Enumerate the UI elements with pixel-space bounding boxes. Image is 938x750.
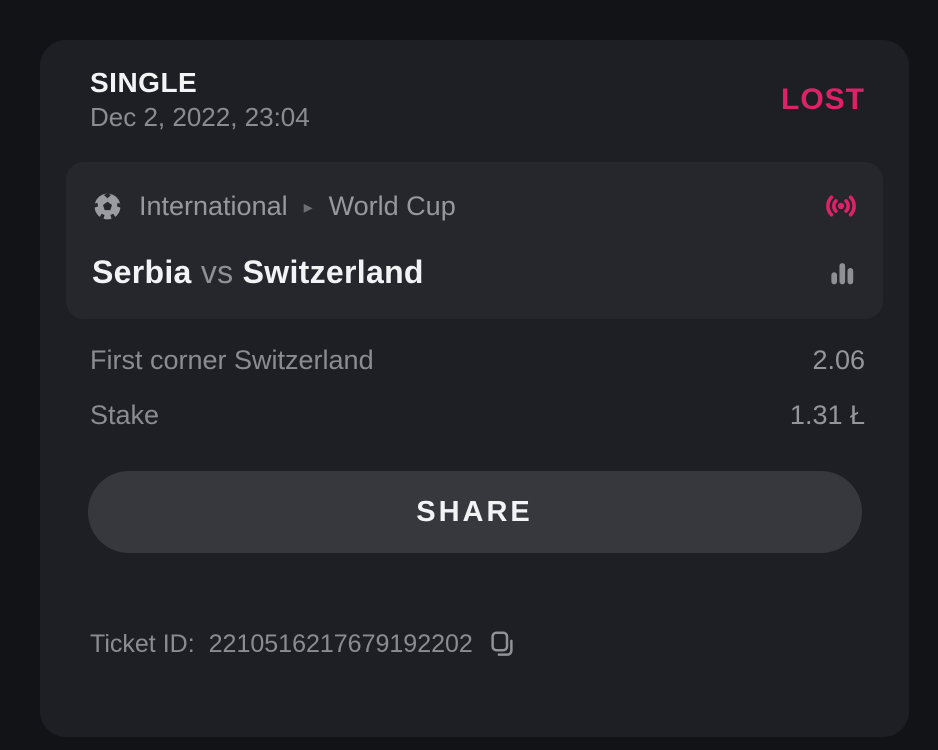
copy-icon[interactable]: [487, 629, 517, 659]
soccer-ball-icon: [92, 191, 123, 222]
match-name[interactable]: Serbia vs Switzerland: [92, 254, 825, 291]
ticket-id-label: Ticket ID:: [90, 629, 195, 658]
breadcrumb: International ▸ World Cup: [92, 191, 823, 222]
odds-value: 2.06: [812, 345, 865, 375]
ticket-datetime: Dec 2, 2022, 23:04: [90, 102, 310, 132]
share-button[interactable]: SHARE: [87, 471, 862, 553]
stake-label: Stake: [90, 400, 160, 430]
breadcrumb-separator-icon: ▸: [303, 196, 313, 217]
match-row: Serbia vs Switzerland: [92, 254, 859, 291]
home-team: Serbia: [92, 254, 192, 290]
vs-label: vs: [200, 254, 234, 290]
bet-type-label: SINGLE: [90, 67, 198, 98]
stake-row: Stake 1.31 Ł: [90, 400, 865, 431]
breadcrumb-row: International ▸ World Cup: [92, 188, 859, 224]
ticket-header: SINGLE Dec 2, 2022, 23:04 LOST: [40, 40, 909, 134]
status-badge: LOST: [781, 83, 865, 116]
bar-chart-icon[interactable]: [825, 256, 859, 290]
event-category[interactable]: International: [139, 190, 288, 221]
stake-amount: 1.31 Ł: [789, 400, 865, 430]
selection-row: First corner Switzerland 2.06: [90, 345, 865, 376]
event-card[interactable]: International ▸ World Cup Serbia vs Swit…: [66, 162, 883, 319]
bet-ticket-card: SINGLE Dec 2, 2022, 23:04 LOST: [40, 40, 909, 737]
ticket-header-left: SINGLE Dec 2, 2022, 23:04: [90, 66, 310, 134]
ticket-id-row: Ticket ID: 2210516217679192202: [90, 629, 859, 659]
away-team: Switzerland: [242, 254, 424, 290]
live-broadcast-icon: [823, 188, 859, 224]
event-tournament[interactable]: World Cup: [328, 190, 456, 221]
market-label: First corner Switzerland: [90, 345, 374, 375]
ticket-id-value: 2210516217679192202: [208, 629, 473, 658]
